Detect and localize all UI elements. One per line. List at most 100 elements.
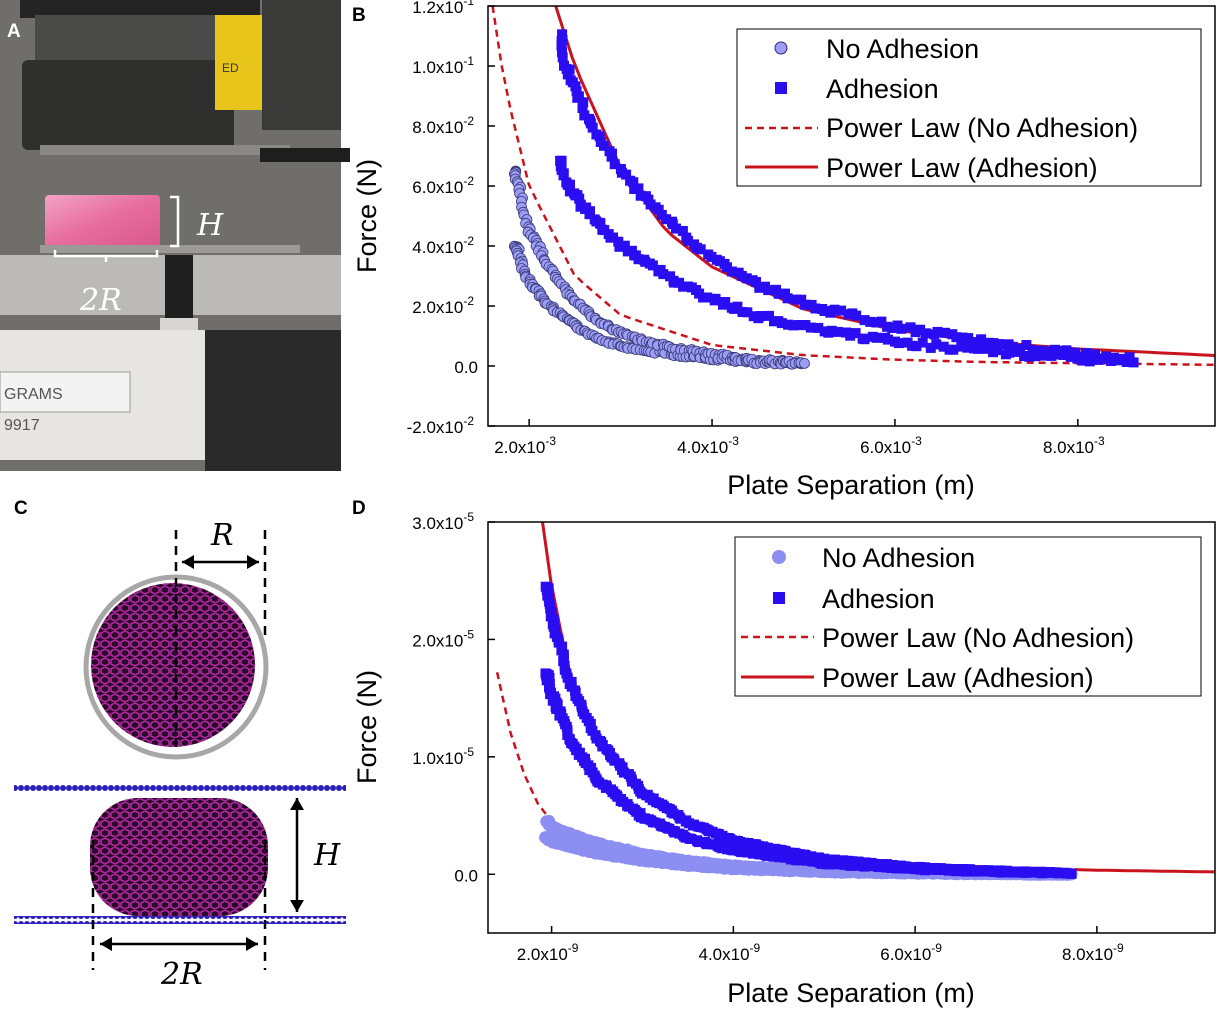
data-point-adhesion [976, 334, 987, 345]
data-point-adhesion [675, 813, 686, 824]
data-point-adhesion [683, 235, 693, 246]
data-point-adhesion [571, 86, 582, 97]
data-point-adhesion [557, 29, 568, 40]
data-point-adhesion [845, 330, 856, 341]
data-point-adhesion [574, 193, 585, 204]
chart-b: B 2.0x10-3 4.0x10-3 6.0x10-3 8.0x10-3 -2.0x1… [352, 0, 1216, 500]
data-point-adhesion [1124, 352, 1135, 363]
data-point-adhesion [608, 232, 618, 243]
y-tick-label: 6.0x10-2 [412, 174, 474, 197]
y-tick-label: 0.0 [454, 358, 478, 377]
chart-d-y-axis-title: Force (N) [352, 670, 382, 784]
data-point-adhesion [647, 260, 658, 271]
data-point-adhesion [1061, 345, 1072, 356]
data-point-adhesion [756, 311, 767, 321]
data-point-adhesion [584, 209, 595, 220]
lower-plate [40, 245, 300, 253]
data-point-adhesion [785, 854, 796, 865]
data-point-adhesion [970, 337, 981, 348]
data-point-adhesion [693, 837, 704, 848]
data-point-adhesion [736, 847, 747, 858]
data-point-adhesion [887, 323, 898, 333]
hydrogel-sample [45, 195, 160, 247]
data-point-adhesion [1066, 868, 1077, 879]
data-point-adhesion [819, 306, 830, 316]
data-point-adhesion [1084, 356, 1095, 367]
data-point-adhesion [994, 339, 1005, 350]
legend-marker-no-adhesion [772, 550, 786, 564]
data-point-adhesion [565, 179, 575, 190]
data-point-adhesion [1027, 345, 1038, 356]
data-point-adhesion [671, 223, 681, 234]
y-tick-label: 0.0 [454, 866, 478, 885]
height-bracket [170, 195, 180, 248]
y-tick-label: 4.0x10-2 [412, 234, 474, 257]
y-tick-label: 1.2x10-1 [412, 0, 474, 17]
data-point-adhesion [763, 285, 774, 296]
series-power-law-no-adhesion-line [495, 672, 553, 823]
data-point-adhesion [850, 328, 861, 339]
panel-letter-c: C [14, 498, 28, 519]
data-point-adhesion [743, 838, 754, 849]
x-tick-label: 4.0x10-9 [699, 941, 761, 964]
data-point-adhesion [754, 282, 765, 293]
data-point-adhesion [773, 288, 784, 299]
data-point-adhesion [557, 47, 567, 58]
data-point-adhesion [800, 320, 811, 331]
data-point-adhesion [1007, 341, 1018, 352]
data-point-adhesion [613, 236, 624, 247]
data-point-adhesion [594, 131, 605, 142]
data-point-adhesion [836, 305, 847, 316]
chart-d-data [495, 522, 1215, 881]
cell-mesh-compressed [90, 798, 268, 916]
chart-d-legend: No Adhesion Adhesion Power Law (No Adhes… [734, 536, 1202, 697]
data-point-adhesion [658, 269, 669, 280]
legend-label-adhesion: Adhesion [826, 74, 939, 104]
data-point-adhesion [859, 315, 870, 326]
data-point-adhesion [832, 326, 843, 337]
data-point-adhesion [893, 338, 904, 349]
data-point-adhesion [635, 190, 646, 201]
data-point-adhesion [661, 214, 672, 225]
data-point-adhesion [911, 341, 922, 352]
data-point-adhesion [633, 183, 644, 194]
schematic-r-label: R [210, 518, 234, 553]
data-point-adhesion [1108, 352, 1119, 363]
y-tick-label: -2.0x10-2 [407, 414, 475, 437]
legend-label-adhesion: Adhesion [822, 584, 935, 614]
chart-b-frame [487, 5, 1216, 427]
data-point-adhesion [706, 251, 717, 262]
data-point-adhesion [957, 332, 968, 343]
data-point-adhesion [1115, 353, 1126, 364]
chart-b-x-axis-title: Plate Separation (m) [727, 470, 975, 500]
data-point-adhesion [784, 847, 795, 858]
photo-h-label: H [196, 208, 224, 243]
data-point-adhesion [964, 864, 975, 875]
data-point-adhesion [572, 92, 583, 103]
data-point-adhesion [732, 301, 743, 312]
data-point-adhesion [813, 322, 824, 333]
data-point-adhesion [882, 321, 893, 332]
data-point-adhesion [783, 319, 794, 330]
data-point-adhesion [614, 241, 625, 252]
data-point-adhesion [956, 341, 967, 352]
data-point-adhesion [556, 40, 567, 51]
data-point-adhesion [688, 820, 698, 831]
legend-label-no-adhesion: No Adhesion [826, 34, 979, 64]
data-point-adhesion [720, 297, 731, 307]
data-point-adhesion [859, 334, 870, 345]
data-point-adhesion [917, 337, 928, 348]
data-point-adhesion [763, 842, 773, 853]
data-point-adhesion [1081, 348, 1091, 359]
instrument-top [20, 0, 260, 18]
data-point-adhesion [1128, 357, 1139, 368]
data-point-adhesion [764, 310, 774, 321]
data-point-adhesion [799, 299, 810, 310]
data-point-adhesion [741, 273, 752, 284]
panel-letter-d: D [352, 498, 366, 519]
legend-marker-adhesion [773, 592, 785, 604]
data-point-adhesion [826, 325, 837, 336]
schematic-2r-label: 2R [160, 957, 203, 992]
scale-label [0, 371, 131, 413]
data-point-adhesion [599, 140, 609, 151]
